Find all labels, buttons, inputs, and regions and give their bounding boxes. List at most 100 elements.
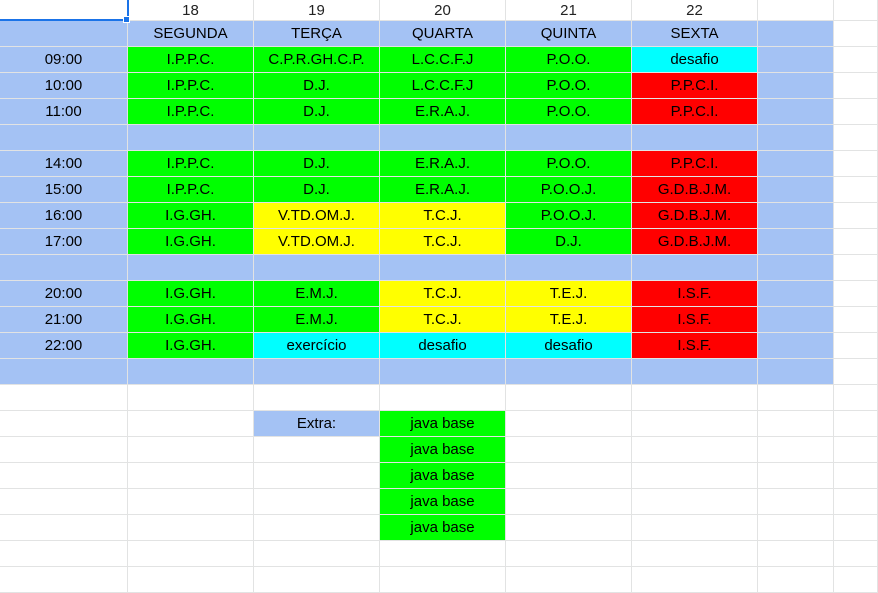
band-cell[interactable]	[758, 125, 834, 151]
band-cell[interactable]	[506, 125, 632, 151]
time-label[interactable]: 14:00	[0, 151, 128, 177]
empty-cell[interactable]	[254, 385, 380, 411]
schedule-cell[interactable]: T.E.J.	[506, 307, 632, 333]
schedule-cell[interactable]: D.J.	[506, 229, 632, 255]
band-cell[interactable]	[834, 151, 878, 177]
band-cell[interactable]	[834, 359, 878, 385]
empty-cell[interactable]	[0, 515, 128, 541]
schedule-cell[interactable]: E.R.A.J.	[380, 99, 506, 125]
empty-cell[interactable]	[834, 437, 878, 463]
empty-cell[interactable]	[128, 411, 254, 437]
schedule-cell[interactable]: P.P.C.I.	[632, 99, 758, 125]
empty-cell[interactable]	[0, 437, 128, 463]
day-header[interactable]: QUINTA	[506, 21, 632, 47]
band-cell[interactable]	[0, 125, 128, 151]
empty-cell[interactable]	[0, 567, 128, 593]
schedule-cell[interactable]: P.O.O.J.	[506, 177, 632, 203]
band-cell[interactable]	[758, 203, 834, 229]
day-header[interactable]: QUARTA	[380, 21, 506, 47]
band-cell[interactable]	[0, 21, 128, 47]
schedule-cell[interactable]: T.C.J.	[380, 203, 506, 229]
band-cell[interactable]	[506, 359, 632, 385]
empty-cell[interactable]	[254, 515, 380, 541]
empty-cell[interactable]	[254, 489, 380, 515]
schedule-cell[interactable]: T.C.J.	[380, 229, 506, 255]
empty-cell[interactable]	[632, 489, 758, 515]
empty-cell[interactable]	[254, 463, 380, 489]
schedule-cell[interactable]: I.P.P.C.	[128, 177, 254, 203]
schedule-cell[interactable]: L.C.C.F.J	[380, 47, 506, 73]
band-cell[interactable]	[632, 359, 758, 385]
empty-cell[interactable]	[834, 567, 878, 593]
empty-cell[interactable]	[506, 541, 632, 567]
schedule-cell[interactable]: desafio	[506, 333, 632, 359]
empty-cell[interactable]	[758, 463, 834, 489]
band-cell[interactable]	[254, 359, 380, 385]
empty-cell[interactable]	[632, 515, 758, 541]
band-cell[interactable]	[632, 255, 758, 281]
schedule-cell[interactable]: I.G.GH.	[128, 307, 254, 333]
day-header[interactable]: TERÇA	[254, 21, 380, 47]
empty-cell[interactable]	[128, 489, 254, 515]
band-cell[interactable]	[128, 255, 254, 281]
empty-cell[interactable]	[758, 385, 834, 411]
empty-cell[interactable]	[758, 541, 834, 567]
empty-cell[interactable]	[0, 489, 128, 515]
schedule-cell[interactable]: E.R.A.J.	[380, 177, 506, 203]
band-cell[interactable]	[758, 359, 834, 385]
time-label[interactable]: 17:00	[0, 229, 128, 255]
band-cell[interactable]	[758, 333, 834, 359]
empty-cell[interactable]	[506, 567, 632, 593]
schedule-cell[interactable]: desafio	[380, 333, 506, 359]
empty-cell[interactable]	[380, 385, 506, 411]
band-cell[interactable]	[128, 125, 254, 151]
schedule-cell[interactable]: P.O.O.	[506, 73, 632, 99]
extra-item[interactable]: java base	[380, 515, 506, 541]
schedule-cell[interactable]: I.G.GH.	[128, 333, 254, 359]
schedule-cell[interactable]: G.D.B.J.M.	[632, 177, 758, 203]
extra-item[interactable]: java base	[380, 437, 506, 463]
band-cell[interactable]	[834, 73, 878, 99]
band-cell[interactable]	[758, 229, 834, 255]
schedule-cell[interactable]: L.C.C.F.J	[380, 73, 506, 99]
empty-cell[interactable]	[128, 567, 254, 593]
schedule-cell[interactable]: T.C.J.	[380, 307, 506, 333]
column-header[interactable]: 22	[632, 0, 758, 21]
band-cell[interactable]	[834, 203, 878, 229]
time-label[interactable]: 20:00	[0, 281, 128, 307]
schedule-cell[interactable]: D.J.	[254, 99, 380, 125]
schedule-cell[interactable]: V.TD.OM.J.	[254, 203, 380, 229]
band-cell[interactable]	[758, 99, 834, 125]
band-cell[interactable]	[834, 47, 878, 73]
schedule-cell[interactable]: I.S.F.	[632, 281, 758, 307]
schedule-cell[interactable]: T.E.J.	[506, 281, 632, 307]
empty-cell[interactable]	[0, 463, 128, 489]
schedule-cell[interactable]: desafio	[632, 47, 758, 73]
column-header[interactable]: 21	[506, 0, 632, 21]
schedule-cell[interactable]: T.C.J.	[380, 281, 506, 307]
empty-cell[interactable]	[834, 463, 878, 489]
band-cell[interactable]	[380, 125, 506, 151]
time-label[interactable]: 22:00	[0, 333, 128, 359]
empty-cell[interactable]	[0, 385, 128, 411]
empty-cell[interactable]	[758, 411, 834, 437]
empty-cell[interactable]	[632, 541, 758, 567]
schedule-cell[interactable]: P.O.O.	[506, 99, 632, 125]
empty-cell[interactable]	[506, 515, 632, 541]
column-header[interactable]: 19	[254, 0, 380, 21]
band-cell[interactable]	[632, 125, 758, 151]
schedule-cell[interactable]: E.R.A.J.	[380, 151, 506, 177]
band-cell[interactable]	[834, 99, 878, 125]
band-cell[interactable]	[758, 47, 834, 73]
schedule-cell[interactable]: I.G.GH.	[128, 203, 254, 229]
empty-cell[interactable]	[632, 411, 758, 437]
band-cell[interactable]	[254, 125, 380, 151]
band-cell[interactable]	[128, 359, 254, 385]
time-label[interactable]: 15:00	[0, 177, 128, 203]
schedule-cell[interactable]: E.M.J.	[254, 307, 380, 333]
extra-item[interactable]: java base	[380, 463, 506, 489]
empty-cell[interactable]	[758, 437, 834, 463]
band-cell[interactable]	[758, 281, 834, 307]
band-cell[interactable]	[758, 73, 834, 99]
